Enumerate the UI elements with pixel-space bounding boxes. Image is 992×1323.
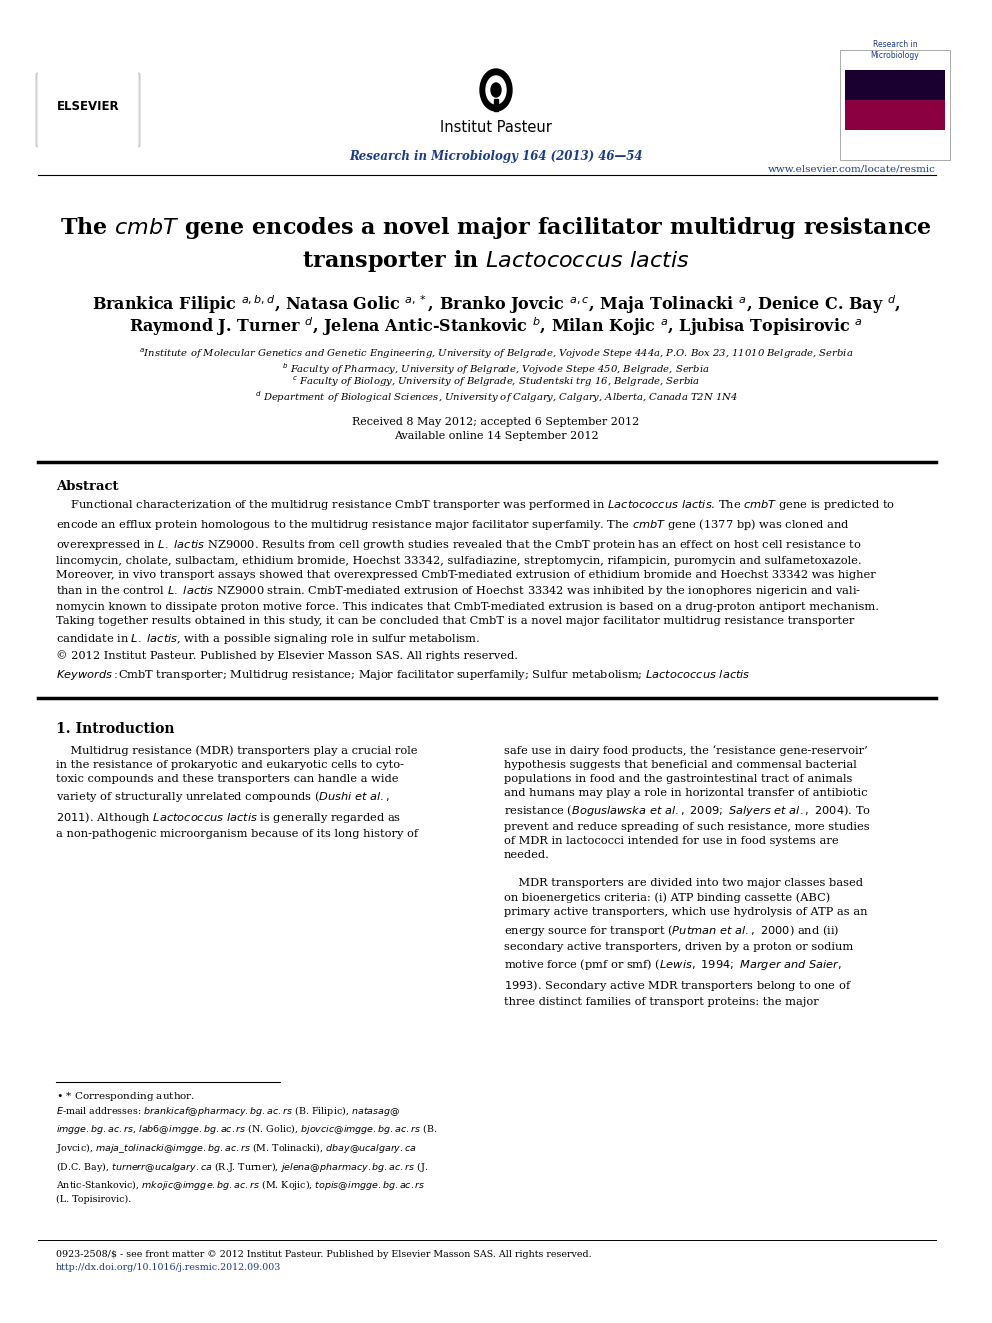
- Text: $^{d}$ Department of Biological Sciences, University of Calgary, Calgary, Albert: $^{d}$ Department of Biological Sciences…: [255, 389, 737, 405]
- Text: Abstract: Abstract: [56, 480, 118, 493]
- Text: Research in Microbiology 164 (2013) 46—54: Research in Microbiology 164 (2013) 46—5…: [349, 149, 643, 163]
- Text: 0923-2508/$ - see front matter © 2012 Institut Pasteur. Published by Elsevier Ma: 0923-2508/$ - see front matter © 2012 In…: [56, 1250, 591, 1259]
- Text: Multidrug resistance (MDR) transporters play a crucial role
in the resistance of: Multidrug resistance (MDR) transporters …: [56, 745, 418, 839]
- Text: ELSEVIER: ELSEVIER: [57, 101, 119, 112]
- Text: Available online 14 September 2012: Available online 14 September 2012: [394, 431, 598, 441]
- Text: CmbT transporter; Multidrug resistance; Major facilitator superfamily; Sulfur me: CmbT transporter; Multidrug resistance; …: [118, 668, 751, 681]
- Text: http://dx.doi.org/10.1016/j.resmic.2012.09.003: http://dx.doi.org/10.1016/j.resmic.2012.…: [56, 1263, 282, 1271]
- Text: transporter in $\mathit{Lactococcus\ lactis}$: transporter in $\mathit{Lactococcus\ lac…: [303, 247, 689, 274]
- Bar: [845, 70, 945, 130]
- Bar: [840, 50, 950, 160]
- Bar: [38, 70, 138, 155]
- Text: $^{b}$ Faculty of Pharmacy, University of Belgrade, Vojvode Stepe 450, Belgrade,: $^{b}$ Faculty of Pharmacy, University o…: [282, 361, 710, 377]
- Text: $\bullet$ * Corresponding author.: $\bullet$ * Corresponding author.: [56, 1090, 195, 1103]
- Text: $^{c}$ Faculty of Biology, University of Belgrade, Studentski trg 16, Belgrade, : $^{c}$ Faculty of Biology, University of…: [292, 374, 700, 389]
- Text: $^{a}$Institute of Molecular Genetics and Genetic Engineering, University of Bel: $^{a}$Institute of Molecular Genetics an…: [139, 347, 853, 361]
- Text: www.elsevier.com/locate/resmic: www.elsevier.com/locate/resmic: [768, 165, 936, 175]
- Text: 1. Introduction: 1. Introduction: [56, 722, 175, 736]
- Ellipse shape: [486, 75, 506, 105]
- Bar: [845, 101, 945, 130]
- Text: Brankica Filipic $^{a,b,d}$, Natasa Golic $^{a,*}$, Branko Jovcic $^{a,c}$, Maja: Brankica Filipic $^{a,b,d}$, Natasa Goli…: [91, 292, 901, 316]
- Text: Raymond J. Turner $^{d}$, Jelena Antic-Stankovic $^{b}$, Milan Kojic $^{a}$, Lju: Raymond J. Turner $^{d}$, Jelena Antic-S…: [129, 315, 863, 337]
- Text: Institut Pasteur: Institut Pasteur: [440, 120, 552, 135]
- Text: $\mathit{E}$-mail addresses: $\mathit{brankicaf@pharmacy.bg.ac.rs}$ (B. Filipic): $\mathit{E}$-mail addresses: $\mathit{br…: [56, 1103, 437, 1204]
- Ellipse shape: [491, 83, 501, 97]
- Text: safe use in dairy food products, the ‘resistance gene-reservoir’
hypothesis sugg: safe use in dairy food products, the ‘re…: [504, 745, 871, 1007]
- Text: Functional characterization of the multidrug resistance CmbT transporter was per: Functional characterization of the multi…: [56, 497, 895, 646]
- Ellipse shape: [480, 69, 512, 111]
- Text: © 2012 Institut Pasteur. Published by Elsevier Masson SAS. All rights reserved.: © 2012 Institut Pasteur. Published by El…: [56, 650, 518, 660]
- Text: The $\mathit{cmbT}$ gene encodes a novel major facilitator multidrug resistance: The $\mathit{cmbT}$ gene encodes a novel…: [61, 216, 931, 241]
- Text: Received 8 May 2012; accepted 6 September 2012: Received 8 May 2012; accepted 6 Septembe…: [352, 417, 640, 427]
- Text: $\mathit{Keywords:}$: $\mathit{Keywords:}$: [56, 668, 118, 681]
- Text: Research in
Microbiology: Research in Microbiology: [871, 40, 920, 60]
- Bar: [494, 99, 498, 111]
- FancyBboxPatch shape: [36, 73, 140, 147]
